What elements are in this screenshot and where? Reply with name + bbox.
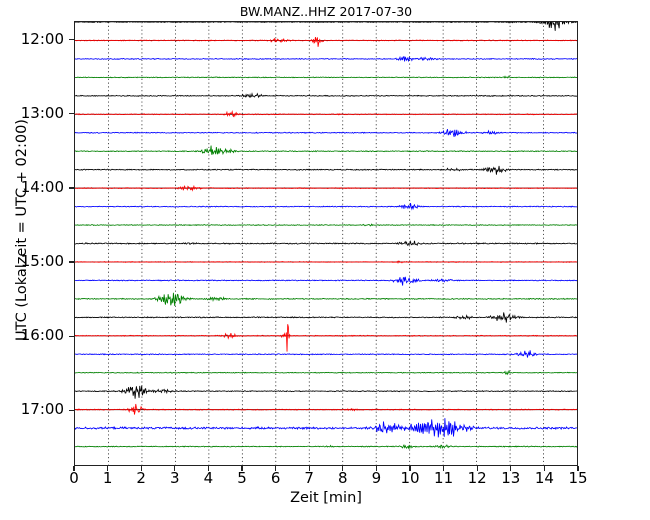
x-tick-mark (174, 466, 176, 471)
seismogram-trace (75, 292, 577, 307)
x-axis-label: Zeit [min] (290, 490, 362, 506)
x-tick-mark (442, 466, 445, 471)
x-tick-label: 0 (69, 469, 79, 487)
x-tick-label: 10 (400, 469, 420, 487)
y-tick-label: 15:00 (20, 252, 64, 271)
x-tick-mark (476, 466, 478, 471)
x-tick-mark (342, 466, 344, 471)
y-tick-mark (69, 261, 74, 263)
seismogram-trace (75, 92, 577, 99)
y-tick-mark (69, 113, 74, 115)
x-tick-label: 15 (568, 469, 588, 487)
seismogram-trace (75, 22, 577, 31)
seismogram-trace (75, 240, 577, 247)
seismogram-trace (75, 276, 577, 286)
y-tick-mark (69, 38, 74, 41)
seismogram-trace (75, 260, 577, 264)
x-tick-label: 3 (170, 469, 180, 487)
y-tick-mark (69, 187, 74, 189)
y-tick-label: 12:00 (20, 29, 64, 48)
seismogram-trace (75, 75, 577, 79)
seismogram-trace (75, 369, 577, 376)
y-tick-label: 14:00 (20, 177, 64, 196)
x-tick-label: 13 (501, 469, 521, 487)
x-tick-label: 14 (534, 469, 554, 487)
seismogram-trace (75, 202, 577, 211)
y-tick-label: 13:00 (20, 103, 64, 122)
y-tick-mark (69, 335, 74, 337)
seismogram-trace (75, 37, 577, 47)
seismogram-trace (75, 403, 577, 415)
seismogram-traces (75, 22, 577, 450)
x-tick-label: 12 (467, 469, 487, 487)
seismogram-trace (75, 385, 577, 399)
x-tick-mark (308, 466, 310, 471)
x-tick-mark (577, 466, 579, 471)
x-tick-mark (510, 466, 512, 471)
y-tick-label: 17:00 (20, 400, 64, 419)
x-tick-label: 9 (371, 469, 382, 487)
x-tick-mark (140, 466, 142, 471)
seismogram-trace (75, 110, 577, 118)
plot-area[interactable] (74, 21, 578, 466)
x-tick-mark (543, 466, 546, 471)
seismogram-trace (75, 444, 577, 450)
seismogram-trace (75, 184, 577, 192)
seismogram-trace (75, 312, 577, 323)
seismogram-trace (75, 55, 577, 63)
x-tick-mark (274, 466, 277, 471)
x-tick-label: 8 (338, 469, 348, 487)
y-tick-label: 16:00 (20, 326, 64, 345)
x-tick-label: 4 (203, 469, 214, 487)
x-tick-mark (73, 466, 75, 471)
seismogram-trace (75, 223, 577, 227)
y-axis-label: UTC (Lokalzeit = UTC + 02:00) (14, 119, 30, 341)
x-tick-label: 1 (102, 469, 113, 487)
seismogram-trace (75, 145, 577, 156)
x-tick-mark (241, 466, 243, 471)
x-tick-label: 2 (136, 469, 146, 487)
seismogram-trace (75, 350, 577, 358)
x-tick-mark (409, 466, 411, 471)
seismogram-trace (75, 324, 577, 352)
seismogram-trace (75, 129, 577, 137)
page-title: BW.MANZ..HHZ 2017-07-30 (239, 4, 413, 19)
x-tick-mark (106, 466, 109, 471)
x-tick-label: 7 (304, 469, 314, 487)
seismogram-trace (75, 165, 577, 175)
x-tick-label: 6 (270, 469, 281, 487)
x-tick-label: 11 (434, 469, 454, 487)
seismogram-trace (75, 418, 577, 438)
x-tick-label: 5 (237, 469, 247, 487)
y-tick-mark (69, 409, 74, 412)
x-tick-mark (375, 466, 378, 471)
x-tick-mark (207, 466, 210, 471)
